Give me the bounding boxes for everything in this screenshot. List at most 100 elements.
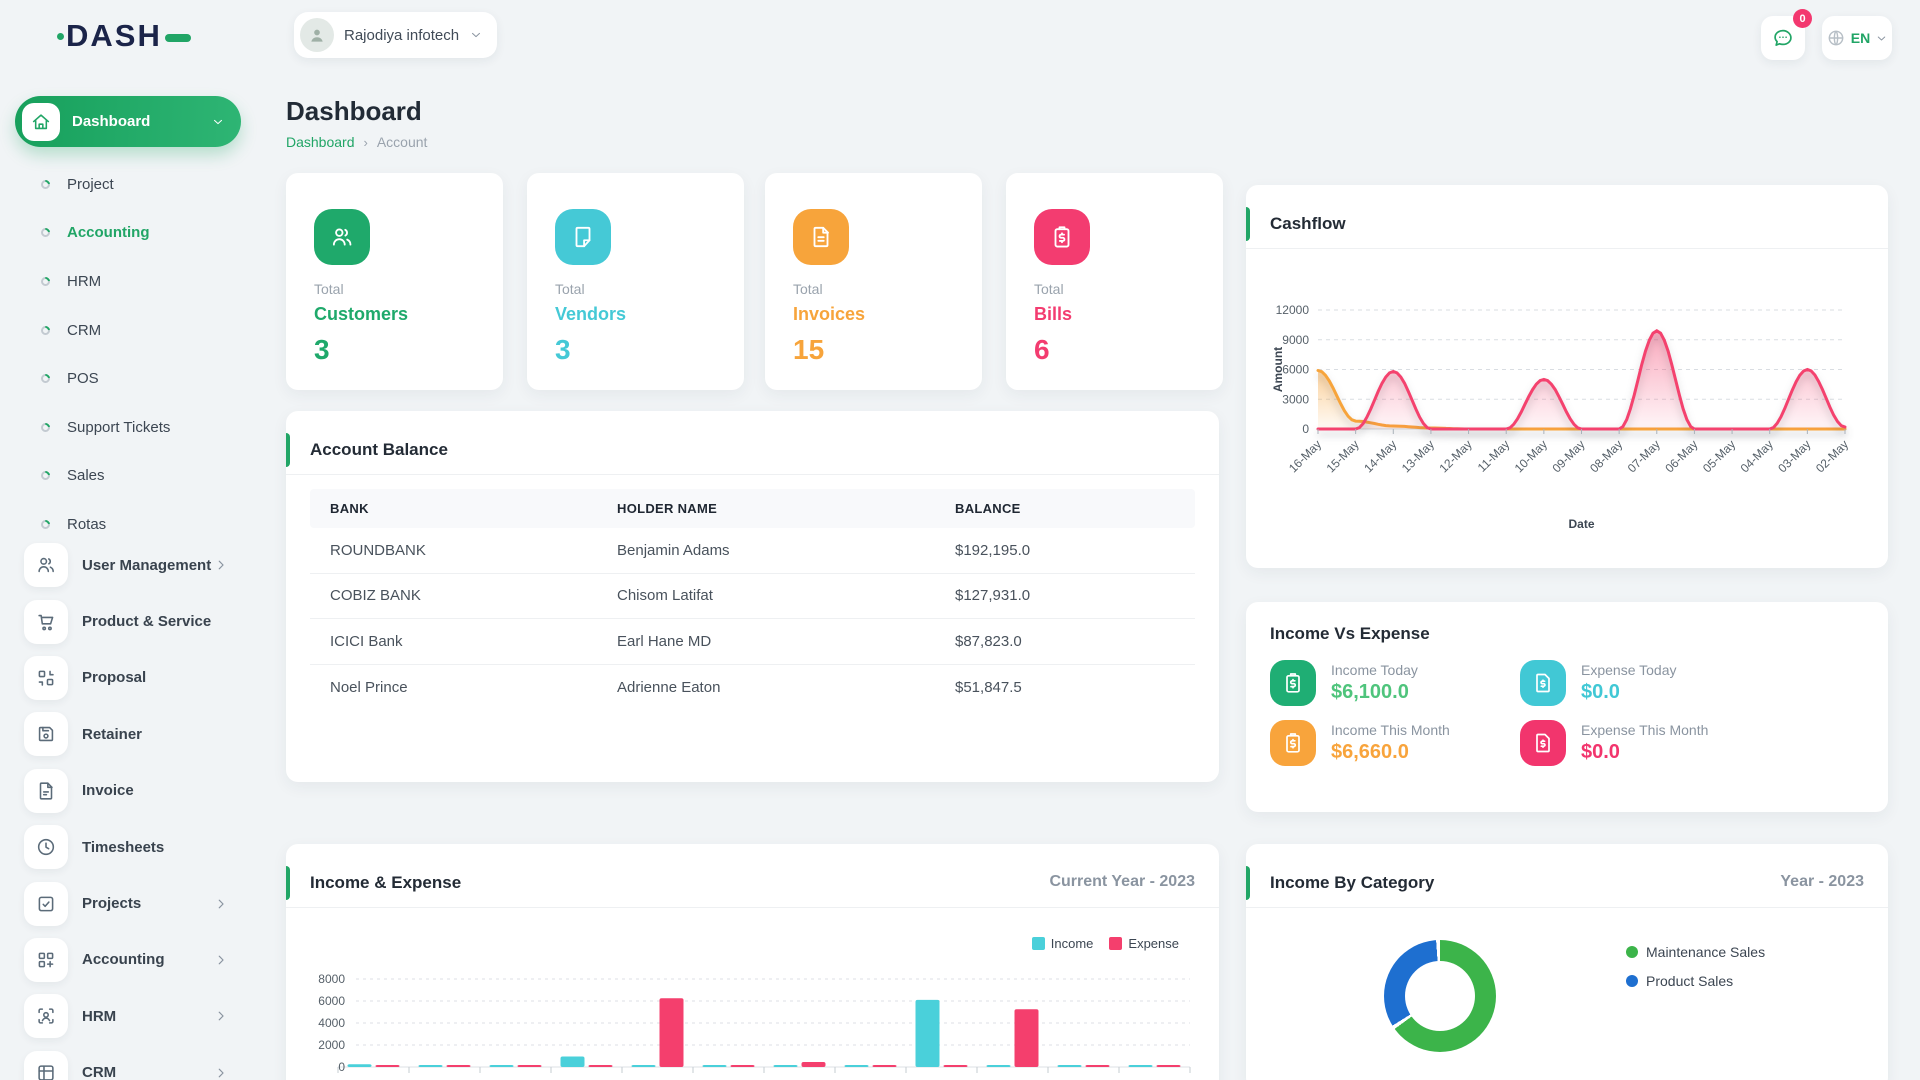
sidebar-item-dashboard[interactable]: Dashboard xyxy=(15,96,241,147)
card-title: Account Balance xyxy=(310,440,448,459)
breadcrumb: Dashboard › Account xyxy=(286,134,427,150)
file-icon xyxy=(24,768,68,813)
account-balance-table: BANK HOLDER NAME BALANCE ROUNDBANK Benjamin… xyxy=(310,489,1195,710)
messages-button[interactable]: 0 xyxy=(1761,9,1812,60)
chevron-right-icon xyxy=(214,897,228,911)
globe-icon xyxy=(1826,28,1846,48)
svg-text:0: 0 xyxy=(338,1060,345,1074)
donut-hole xyxy=(1405,961,1475,1031)
bank-cell: ICICI Bank xyxy=(330,632,403,650)
svg-text:Date: Date xyxy=(1568,517,1594,531)
sidebar-subitem-pos[interactable]: POS xyxy=(0,354,260,403)
card-title: Income Vs Expense xyxy=(1270,624,1430,643)
summary-value: $0.0 xyxy=(1581,741,1620,763)
sidebar-item-label: User Management xyxy=(82,556,212,574)
language-selector[interactable]: EN xyxy=(1822,16,1892,60)
clock-icon xyxy=(24,825,68,870)
sidebar-item-product-service[interactable]: Product & Service xyxy=(0,593,260,649)
svg-text:15-May: 15-May xyxy=(1324,437,1362,475)
card-accent-bar xyxy=(286,866,290,900)
users-icon xyxy=(314,209,370,265)
breadcrumb-separator-icon: › xyxy=(363,134,368,150)
summary-value: $6,100.0 xyxy=(1331,681,1409,703)
sidebar-subitem-accounting[interactable]: Accounting xyxy=(0,209,260,258)
summary-item-income-today: Income Today $6,100.0 xyxy=(1270,660,1508,706)
sidebar-item-crm[interactable]: CRM xyxy=(0,1045,260,1080)
sidebar-item-proposal[interactable]: Proposal xyxy=(0,650,260,706)
divider xyxy=(1246,907,1888,908)
sidebar-subitem-sales[interactable]: Sales xyxy=(0,452,260,501)
income-expense-summary: Income Today $6,100.0 Expense Today $0.0 Inc… xyxy=(1270,660,1708,766)
sidebar-subitem-label: Sales xyxy=(67,467,105,485)
sidebar-item-label: Projects xyxy=(82,895,142,913)
userscan-icon xyxy=(24,994,68,1039)
legend-label: Income xyxy=(1050,936,1094,951)
column-header: BALANCE xyxy=(955,501,1021,516)
donut-chart xyxy=(1384,940,1496,1052)
bullet-icon xyxy=(39,323,52,337)
income-by-category-card: Income By Category Year - 2023 Maintenan… xyxy=(1246,844,1888,1080)
stat-total-label: Total xyxy=(555,281,585,297)
table-row: ROUNDBANK Benjamin Adams $192,195.0 xyxy=(310,528,1195,574)
table-row: COBIZ BANK Chisom Latifat $127,931.0 xyxy=(310,574,1195,619)
sidebar-item-retainer[interactable]: Retainer xyxy=(0,706,260,762)
balance-cell: $127,931.0 xyxy=(955,587,1031,605)
sidebar-subitem-hrm[interactable]: HRM xyxy=(0,257,260,306)
income-expense-card: Income & Expense Current Year - 2023 Inc… xyxy=(286,844,1219,1080)
summary-item-income-this-month: Income This Month $6,660.0 xyxy=(1270,720,1508,766)
sidebar-subitem-label: HRM xyxy=(67,272,102,290)
sidebar-subitem-rotas[interactable]: Rotas xyxy=(0,500,260,549)
legend-swatch xyxy=(1626,946,1638,958)
sidebar-item-label: Accounting xyxy=(82,951,165,969)
summary-label: Income This Month xyxy=(1331,722,1450,738)
table-row: ICICI Bank Earl Hane MD $87,823.0 xyxy=(310,619,1195,665)
svg-text:12-May: 12-May xyxy=(1436,437,1474,475)
sidebar-item-accounting[interactable]: Accounting xyxy=(0,932,260,988)
company-dropdown[interactable]: Rajodiya infotech xyxy=(294,12,498,58)
summary-label: Income Today xyxy=(1331,662,1418,678)
chevron-down-icon xyxy=(1875,32,1888,45)
legend-label: Expense xyxy=(1128,936,1179,951)
users-icon xyxy=(24,543,68,588)
sidebar-item-hrm[interactable]: HRM xyxy=(0,988,260,1044)
balance-cell: $192,195.0 xyxy=(955,541,1031,559)
svg-text:09-May: 09-May xyxy=(1549,437,1587,475)
sidebar-subitem-support-tickets[interactable]: Support Tickets xyxy=(0,403,260,452)
bullet-icon xyxy=(39,469,52,483)
stat-value: 15 xyxy=(793,334,825,365)
breadcrumb-dashboard-link[interactable]: Dashboard xyxy=(286,134,355,150)
stat-card-invoices: Total Invoices 15 xyxy=(765,173,982,390)
sidebar-item-invoice[interactable]: Invoice xyxy=(0,763,260,819)
bullet-icon xyxy=(39,275,52,288)
svg-text:0: 0 xyxy=(1302,422,1309,436)
svg-text:16-May: 16-May xyxy=(1286,437,1324,475)
breadcrumb-current: Account xyxy=(376,134,428,150)
sidebar-subitem-project[interactable]: Project xyxy=(0,160,260,209)
sidebar-item-label: Retainer xyxy=(82,725,143,743)
chat-icon xyxy=(1771,26,1795,50)
summary-item-expense-today: Expense Today $0.0 xyxy=(1520,660,1708,706)
gridplus-icon xyxy=(24,937,68,982)
sidebar-item-user-management[interactable]: User Management xyxy=(0,537,260,593)
legend-item-product-sales: Product Sales xyxy=(1626,973,1765,989)
account-balance-card: Account Balance BANK HOLDER NAME BALANCE R… xyxy=(286,411,1219,782)
income-vs-expense-card: Income Vs Expense Income Today $6,100.0 Ex… xyxy=(1246,602,1888,812)
language-label: EN xyxy=(1850,30,1871,46)
holder-cell: Adrienne Eaton xyxy=(617,678,721,696)
svg-text:06-May: 06-May xyxy=(1662,437,1700,475)
holder-cell: Chisom Latifat xyxy=(617,587,713,605)
bullet-icon xyxy=(39,518,52,531)
sidebar-submenu: Project Accounting HRM CRM POS Support Ticket… xyxy=(0,160,260,549)
sidebar-item-timesheets[interactable]: Timesheets xyxy=(0,819,260,875)
sidebar-item-projects[interactable]: Projects xyxy=(0,875,260,931)
sidebar-subitem-label: Rotas xyxy=(67,515,107,533)
stat-value: 6 xyxy=(1034,334,1050,365)
note-icon xyxy=(555,209,611,265)
sidebar-subitem-crm[interactable]: CRM xyxy=(0,306,260,355)
filetext-icon xyxy=(793,209,849,265)
svg-text:07-May: 07-May xyxy=(1625,437,1663,475)
svg-text:12000: 12000 xyxy=(1276,303,1310,317)
stat-value: 3 xyxy=(555,334,571,365)
topbar: DASH Rajodiya infotech 0 EN xyxy=(0,0,1920,70)
logo-dash-icon xyxy=(164,34,191,42)
